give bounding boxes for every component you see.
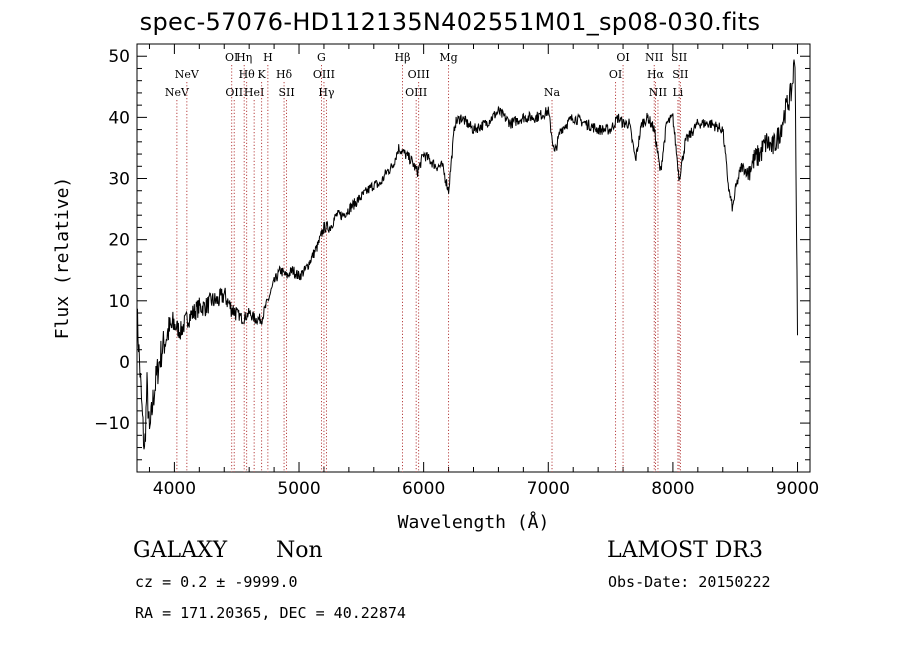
emission-line-label: NII xyxy=(649,86,667,99)
y-tick-label: 50 xyxy=(108,47,130,67)
chart-title: spec-57076-HD112135N402551M01_sp08-030.f… xyxy=(139,8,761,36)
x-tick-label: 4000 xyxy=(153,479,196,499)
y-tick-label: −10 xyxy=(94,414,130,434)
spectrum-series xyxy=(136,59,798,450)
emission-line-label: SII xyxy=(278,86,294,99)
emission-line-label: Mg xyxy=(439,51,457,64)
emission-line-label: HeI xyxy=(244,86,264,99)
emission-line-label: OIII xyxy=(313,68,335,81)
emission-line-label: Hθ xyxy=(239,68,256,81)
y-tick-label: 30 xyxy=(108,170,130,190)
emission-line-label: NII xyxy=(645,51,663,64)
x-tick-label: 5000 xyxy=(277,479,320,499)
x-tick-label: 6000 xyxy=(402,479,445,499)
y-tick-label: 20 xyxy=(108,231,130,251)
y-tick-label: 40 xyxy=(108,108,130,128)
emission-line-label: H xyxy=(263,51,273,64)
emission-line-label: OI xyxy=(225,51,238,64)
object-class: GALAXY xyxy=(133,538,228,563)
x-tick-label: 7000 xyxy=(527,479,570,499)
y-axis-label: Flux (relative) xyxy=(52,177,73,340)
emission-line-label: SII xyxy=(672,68,688,81)
emission-line-label: Hα xyxy=(647,68,665,81)
emission-line-label: K xyxy=(258,68,267,81)
survey-label: LAMOST DR3 xyxy=(607,538,763,563)
axis-labels: 4000 5000 6000 7000 8000 9000 −10 0 10 20 30 40 50 Wa… xyxy=(52,47,819,533)
emission-line-label: Hγ xyxy=(318,86,335,99)
emission-lines: NeV NeV OI OII Hη Hθ HeI HK Hδ SII G OIII Hγ Hβ OIII OI… xyxy=(165,51,689,472)
axes xyxy=(136,43,811,473)
emission-line-label: Hη xyxy=(236,51,252,64)
plot-frame xyxy=(136,43,811,473)
redshift-text: cz = 0.2 ± -9999.0 xyxy=(135,573,298,591)
emission-line-label: OIII xyxy=(405,86,427,99)
emission-line-label: OIII xyxy=(408,68,430,81)
emission-line-label: Hβ xyxy=(394,51,410,64)
x-tick-label: 9000 xyxy=(776,479,819,499)
emission-line-label: G xyxy=(317,51,326,64)
emission-line-label: OII xyxy=(225,86,243,99)
emission-line-label: NeV xyxy=(175,68,200,81)
coordinates: RA = 171.20365, DEC = 40.22874 xyxy=(135,604,406,622)
emission-line-label: Hδ xyxy=(276,68,293,81)
emission-line-label: NeV xyxy=(165,86,190,99)
y-tick-label: 10 xyxy=(108,292,130,312)
emission-line-label: OI xyxy=(609,68,622,81)
x-axis-label: Wavelength (Å) xyxy=(398,511,550,533)
emission-line-label: Na xyxy=(544,86,561,99)
emission-line-label: Li xyxy=(672,86,683,99)
obs-date: Obs-Date: 20150222 xyxy=(608,573,771,591)
object-subclass: Non xyxy=(276,538,323,563)
spectrum-line xyxy=(136,59,798,450)
emission-line-label: SII xyxy=(671,51,687,64)
y-tick-label: 0 xyxy=(119,353,130,373)
x-tick-label: 8000 xyxy=(651,479,694,499)
emission-line-label: OI xyxy=(616,51,629,64)
